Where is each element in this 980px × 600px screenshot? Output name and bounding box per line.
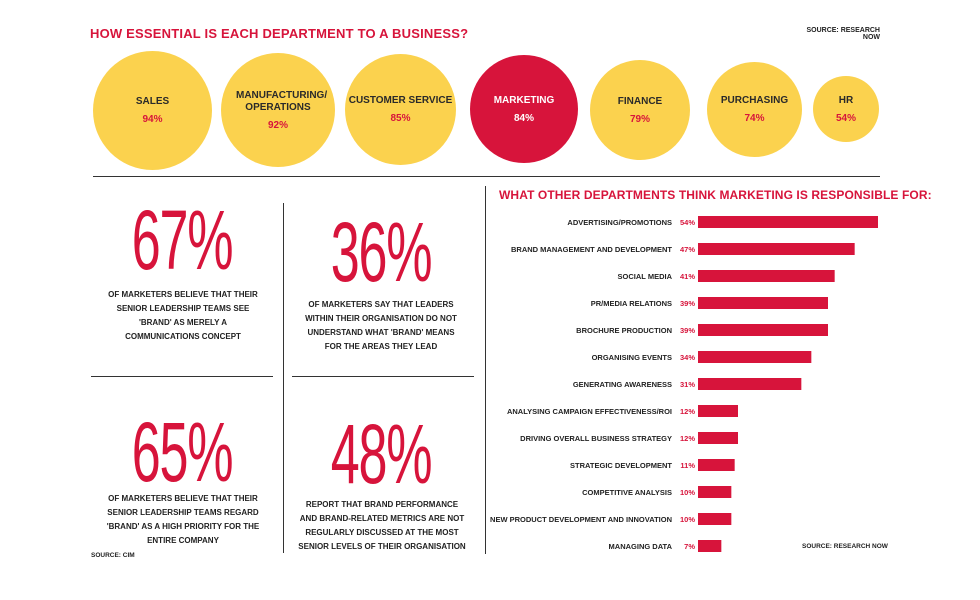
department-circle-finance: FINANCE 79%	[590, 60, 690, 160]
chart-title: WHAT OTHER DEPARTMENTS THINK MARKETING I…	[499, 188, 932, 202]
chart-divider-vertical	[485, 186, 486, 554]
department-circle-customer-service: CUSTOMER SERVICE 85%	[345, 54, 456, 165]
category-label: ORGANISING EVENTS	[592, 353, 672, 362]
value-label: 12%	[680, 434, 695, 443]
stat-description: OF MARKETERS BELIEVE THAT THEIR SENIOR L…	[106, 494, 260, 545]
category-label: COMPETITIVE ANALYSIS	[582, 488, 672, 497]
value-label: 41%	[680, 272, 695, 281]
value-label: 7%	[684, 542, 695, 551]
value-label: 34%	[680, 353, 695, 362]
value-label: 39%	[680, 299, 695, 308]
stat-number: 48%	[330, 407, 433, 501]
source-note-chart: SOURCE: RESEARCH NOW	[802, 543, 888, 550]
department-label: HR	[838, 94, 854, 106]
source-note-top: SOURCE: RESEARCH NOW	[806, 27, 880, 41]
department-label: FINANCE	[617, 95, 663, 107]
stat-description: OF MARKETERS SAY THAT LEADERS WITHIN THE…	[305, 300, 457, 351]
stat-number: 36%	[330, 205, 433, 299]
bar	[698, 432, 738, 444]
stat-number: 65%	[131, 405, 234, 499]
bar	[698, 540, 722, 552]
responsibility-bar-chart: ADVERTISING/PROMOTIONS 54% BRAND MANAGEMEN…	[490, 216, 878, 552]
department-circle-manufacturing: MANUFACTURING/ OPERATIONS 92%	[221, 53, 335, 167]
category-label: ADVERTISING/PROMOTIONS	[567, 218, 672, 227]
value-label: 12%	[680, 407, 695, 416]
stat-description: REPORT THAT BRAND PERFORMANCE AND BRAND-…	[298, 500, 466, 551]
category-label: STRATEGIC DEVELOPMENT	[570, 461, 672, 470]
bar	[698, 216, 878, 228]
category-label: BROCHURE PRODUCTION	[576, 326, 672, 335]
department-label: CUSTOMER SERVICE	[348, 95, 453, 106]
department-label: PURCHASING	[720, 95, 789, 106]
bar	[698, 243, 855, 255]
stat-number: 67%	[131, 193, 234, 287]
category-label: ANALYSING CAMPAIGN EFFECTIVENESS/ROI	[507, 407, 672, 416]
bar	[698, 297, 828, 309]
category-label: DRIVING OVERALL BUSINESS STRATEGY	[520, 434, 672, 443]
department-circle-marketing: MARKETING 84%	[470, 55, 578, 163]
bar	[698, 405, 738, 417]
department-circle-hr: HR 54%	[813, 76, 879, 142]
bar	[698, 270, 835, 282]
category-label: SOCIAL MEDIA	[618, 272, 673, 281]
bar	[698, 459, 735, 471]
source-note-stats: SOURCE: CIM	[91, 552, 135, 559]
value-label: 54%	[680, 218, 695, 227]
category-label: BRAND MANAGEMENT AND DEVELOPMENT	[511, 245, 672, 254]
page-title: HOW ESSENTIAL IS EACH DEPARTMENT TO A BU…	[90, 26, 469, 41]
category-label: PR/MEDIA RELATIONS	[591, 299, 672, 308]
category-label: GENERATING AWARENESS	[573, 380, 672, 389]
stats-divider-vertical	[283, 203, 284, 553]
value-label: 31%	[680, 380, 695, 389]
department-circle-purchasing: PURCHASING 74%	[707, 62, 802, 157]
value-label: 10%	[680, 515, 695, 524]
bar	[698, 513, 732, 525]
department-value: 92%	[267, 119, 288, 131]
stats-divider-left	[91, 376, 273, 377]
bar	[698, 378, 802, 390]
department-circle-sales: SALES 94%	[93, 51, 212, 170]
bar	[698, 351, 812, 363]
value-label: 11%	[680, 461, 695, 470]
department-label: SALES	[135, 96, 170, 107]
category-label: NEW PRODUCT DEVELOPMENT AND INNOVATION	[490, 515, 672, 524]
stat-description: OF MARKETERS BELIEVE THAT THEIR SENIOR L…	[108, 290, 258, 341]
value-label: 39%	[680, 326, 695, 335]
department-value: 79%	[629, 113, 650, 125]
stats-divider-right	[292, 376, 474, 377]
department-label: MANUFACTURING/ OPERATIONS	[236, 89, 328, 113]
department-value: 74%	[744, 113, 765, 124]
department-value: 85%	[390, 113, 411, 124]
value-label: 10%	[680, 488, 695, 497]
department-value: 84%	[513, 112, 534, 124]
department-label: MARKETING	[493, 94, 555, 106]
value-label: 47%	[680, 245, 695, 254]
section-divider	[93, 176, 880, 177]
category-label: MANAGING DATA	[609, 542, 673, 551]
department-value: 94%	[142, 114, 163, 125]
bar	[698, 324, 828, 336]
bar	[698, 486, 732, 498]
department-value: 54%	[835, 112, 856, 124]
